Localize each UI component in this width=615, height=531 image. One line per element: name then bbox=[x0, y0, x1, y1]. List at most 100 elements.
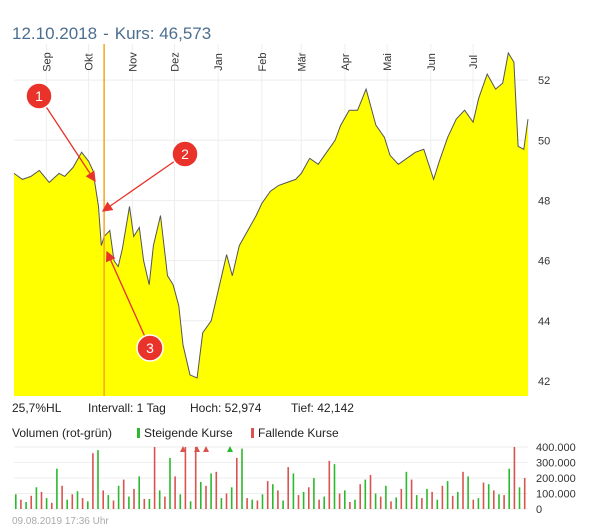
volume-bar-rising bbox=[97, 450, 99, 509]
annotation-arrow bbox=[38, 95, 96, 183]
falling-legend-swatch bbox=[251, 428, 254, 438]
volume-bar-falling bbox=[102, 490, 104, 509]
volume-bar-rising bbox=[107, 495, 110, 509]
volume-axis: 0 100.000 200.000 300.000 400.000 bbox=[536, 442, 576, 516]
header-separator: - bbox=[103, 24, 109, 43]
y-tick-label: 42 bbox=[538, 376, 550, 388]
volume-bar-rising bbox=[302, 491, 305, 509]
volume-bar-rising bbox=[56, 468, 58, 509]
volume-bar-falling bbox=[431, 491, 433, 509]
volume-bar-rising bbox=[436, 499, 439, 509]
price-area bbox=[14, 53, 528, 396]
volume-bar-rising bbox=[189, 501, 192, 510]
volume-bar-falling bbox=[400, 488, 403, 509]
header-kurs-value: 46,573 bbox=[159, 24, 212, 43]
volume-bar-rising bbox=[508, 468, 510, 509]
volume-bar-falling bbox=[277, 490, 279, 509]
x-tick-label: Jul bbox=[468, 55, 480, 69]
volume-tick-label: 200.000 bbox=[536, 473, 576, 485]
volume-bar-falling bbox=[379, 496, 382, 509]
volume-bar-falling bbox=[246, 498, 248, 509]
volume-bar-rising bbox=[385, 485, 387, 510]
x-tick-label: Nov bbox=[127, 52, 139, 72]
footer-timestamp: 09.08.2019 17:36 Uhr bbox=[12, 516, 109, 527]
month-axis: Sep Okt Nov Dez Jan Feb Mär Apr Mai Jun Jul bbox=[41, 52, 480, 72]
volume-title: Volumen (rot-grün) bbox=[12, 426, 112, 440]
volume-bar-rising bbox=[210, 473, 212, 509]
volume-bars bbox=[15, 446, 526, 510]
volume-bar-falling bbox=[318, 499, 320, 509]
x-tick-label: Jun bbox=[426, 53, 438, 71]
volume-bar-falling bbox=[143, 498, 146, 509]
y-tick-label: 50 bbox=[538, 135, 550, 147]
rising-legend-swatch bbox=[137, 428, 140, 438]
volume-bar-falling bbox=[184, 447, 187, 509]
volume-bar-rising bbox=[117, 485, 120, 510]
stat-hoch: Hoch: 52,974 bbox=[190, 401, 262, 415]
x-tick-label: Mär bbox=[296, 52, 308, 71]
volume-bar-falling bbox=[513, 447, 516, 509]
volume-bar-rising bbox=[313, 478, 315, 509]
volume-overflow-arrow bbox=[180, 446, 186, 452]
x-tick-label: Okt bbox=[84, 53, 96, 70]
volume-overflow-arrow bbox=[227, 446, 233, 452]
annotation-marker bbox=[25, 82, 53, 110]
volume-bar-rising bbox=[179, 494, 182, 509]
annotations: 1 2 3 bbox=[25, 82, 199, 362]
volume-bar-rising bbox=[66, 499, 68, 509]
rising-legend-label: Steigende Kurse bbox=[144, 426, 233, 440]
volume-bar-falling bbox=[287, 467, 289, 509]
volume-bar-rising bbox=[76, 491, 79, 509]
volume-bar-falling bbox=[81, 498, 84, 509]
volume-bar-falling bbox=[349, 502, 351, 509]
volume-bar-rising bbox=[405, 471, 408, 509]
y-tick-label: 52 bbox=[538, 75, 550, 87]
volume-bar-rising bbox=[364, 479, 367, 509]
volume-bar-rising bbox=[344, 490, 346, 509]
volume-bar-rising bbox=[272, 484, 274, 509]
x-tick-label: Mai bbox=[382, 53, 394, 71]
volume-bar-falling bbox=[297, 495, 300, 509]
volume-bar-falling bbox=[61, 485, 63, 510]
stat-interval: Intervall: 1 Tag bbox=[88, 401, 166, 415]
volume-bar-rising bbox=[374, 493, 377, 509]
volume-bar-falling bbox=[92, 453, 94, 509]
x-tick-label: Jan bbox=[213, 53, 225, 71]
y-tick-label: 48 bbox=[538, 195, 550, 207]
volume-bar-rising bbox=[282, 500, 284, 509]
volume-bar-falling bbox=[472, 499, 475, 509]
volume-bar-rising bbox=[138, 476, 140, 509]
volume-bar-rising bbox=[426, 488, 428, 509]
volume-bar-falling bbox=[256, 500, 259, 509]
volume-bar-rising bbox=[169, 457, 171, 509]
volume-bar-falling bbox=[308, 487, 310, 509]
volume-bar-rising bbox=[15, 494, 17, 509]
volume-bar-rising bbox=[518, 487, 521, 509]
volume-bar-falling bbox=[359, 484, 361, 509]
volume-tick-label: 400.000 bbox=[536, 442, 576, 454]
volume-bar-rising bbox=[323, 496, 325, 509]
volume-tick-label: 300.000 bbox=[536, 458, 576, 470]
volume-bar-falling bbox=[523, 478, 526, 509]
volume-bar-falling bbox=[328, 460, 331, 509]
price-axis: 42 44 46 48 50 52 bbox=[538, 75, 550, 388]
stat-hl: 25,7%HL bbox=[12, 401, 62, 415]
volume-bar-rising bbox=[220, 498, 223, 509]
x-tick-label: Apr bbox=[340, 53, 352, 70]
annotation-arrow bbox=[105, 250, 151, 349]
volume-bar-falling bbox=[482, 482, 485, 509]
annotation-marker bbox=[136, 334, 164, 362]
volume-bar-falling bbox=[30, 495, 32, 509]
volume-overflow-arrow bbox=[194, 446, 200, 452]
volume-bar-rising bbox=[251, 499, 253, 509]
volume-tick-label: 0 bbox=[536, 504, 542, 516]
y-tick-label: 44 bbox=[538, 316, 550, 328]
price-line bbox=[13, 51, 529, 379]
volume-bar-rising bbox=[395, 497, 397, 509]
volume-bar-falling bbox=[215, 471, 218, 509]
x-tick-label: Dez bbox=[170, 52, 182, 72]
volume-bar-rising bbox=[477, 498, 480, 509]
volume-bar-rising bbox=[200, 481, 202, 509]
volume-bar-rising bbox=[467, 476, 469, 509]
